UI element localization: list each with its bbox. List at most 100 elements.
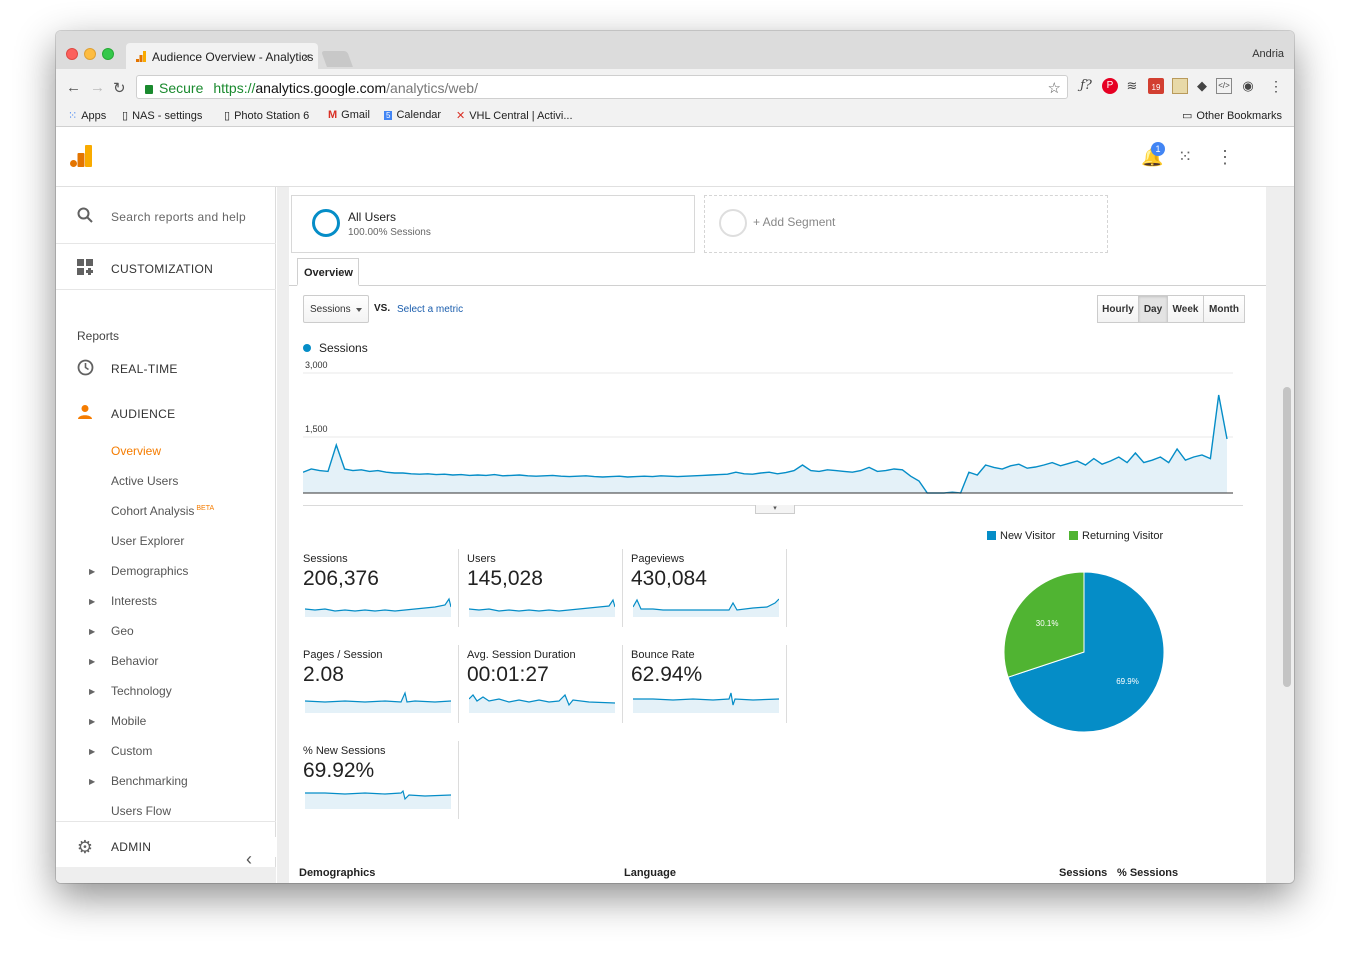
expand-arrow-icon[interactable]: ▶ bbox=[89, 567, 96, 576]
sidebar-item-demographics[interactable]: Demographics bbox=[111, 564, 189, 578]
close-window-button[interactable] bbox=[66, 48, 78, 60]
sidebar-item-realtime[interactable]: REAL-TIME bbox=[56, 359, 276, 379]
sessions-header[interactable]: Sessions bbox=[1059, 867, 1108, 879]
sidebar-item-user-explorer[interactable]: User Explorer bbox=[111, 534, 185, 548]
visitor-pie-chart[interactable]: 69.9% 30.1% bbox=[989, 557, 1179, 747]
sidebar-item-behavior[interactable]: Behavior bbox=[111, 654, 159, 668]
code-extension-icon[interactable]: </> bbox=[1216, 78, 1232, 94]
granularity-hourly[interactable]: Hourly bbox=[1097, 295, 1139, 323]
formula-extension-icon[interactable]: ƒ? bbox=[1080, 78, 1092, 93]
bookmark-photo-station[interactable]: ▯ Photo Station 6 bbox=[224, 109, 309, 122]
bookmark-star-icon[interactable]: ☆ bbox=[1047, 80, 1061, 97]
forward-arrow-icon[interactable]: → bbox=[90, 79, 105, 96]
maximize-window-button[interactable] bbox=[102, 48, 114, 60]
calendar-extension-icon[interactable]: 19 bbox=[1148, 78, 1164, 94]
tab-divider bbox=[289, 285, 1266, 286]
metric-tile[interactable]: Avg. Session Duration 00:01:27 bbox=[467, 645, 623, 723]
clock-icon bbox=[76, 359, 94, 377]
browser-tab[interactable]: Audience Overview - Analytics × bbox=[126, 43, 318, 69]
beta-badge: BETA bbox=[196, 505, 215, 512]
evernote-icon[interactable]: ◆ bbox=[1197, 78, 1207, 93]
camera-icon[interactable]: ◉ bbox=[1242, 78, 1254, 93]
granularity-month[interactable]: Month bbox=[1203, 295, 1245, 323]
select-metric-link[interactable]: Select a metric bbox=[397, 304, 464, 315]
address-bar[interactable]: Secure https://analytics.google.com/analy… bbox=[136, 75, 1068, 99]
expand-arrow-icon[interactable]: ▶ bbox=[89, 687, 96, 696]
y-tick-label: 3,000 bbox=[305, 360, 328, 370]
expand-arrow-icon[interactable]: ▶ bbox=[89, 717, 96, 726]
search-reports[interactable]: Search reports and help bbox=[56, 207, 276, 227]
sparkline bbox=[469, 693, 615, 713]
bookmark-gmail[interactable]: M Gmail bbox=[328, 109, 370, 121]
buffer-icon[interactable]: ≋ bbox=[1126, 78, 1138, 93]
sidebar-item-admin[interactable]: ⚙ ADMIN bbox=[56, 837, 276, 857]
apps-grid-icon[interactable]: ⁙ bbox=[1178, 147, 1193, 166]
sidebar-item-customization[interactable]: CUSTOMIZATION bbox=[56, 259, 276, 279]
minimize-window-button[interactable] bbox=[84, 48, 96, 60]
vs-label: VS. bbox=[374, 303, 391, 314]
expand-arrow-icon[interactable]: ▶ bbox=[89, 777, 96, 786]
sidebar-item-users-flow[interactable]: Users Flow bbox=[111, 804, 172, 818]
sidebar-item-custom[interactable]: Custom bbox=[111, 744, 153, 758]
bookmark-apps[interactable]: ⁙ Apps bbox=[68, 109, 106, 122]
back-arrow-icon[interactable]: ← bbox=[66, 79, 81, 96]
bookmark-nas[interactable]: ▯ NAS - settings bbox=[122, 109, 202, 122]
search-input[interactable]: Search reports and help bbox=[111, 210, 246, 224]
bookmark-calendar[interactable]: 5 Calendar bbox=[384, 109, 441, 121]
metric-tile[interactable]: Pages / Session 2.08 bbox=[303, 645, 459, 723]
chrome-menu-icon[interactable]: ⋮ bbox=[1269, 78, 1283, 94]
analytics-favicon-icon bbox=[136, 51, 146, 62]
expand-arrow-icon[interactable]: ▶ bbox=[89, 597, 96, 606]
sidebar-item-cohort-analysis[interactable]: Cohort Analysis BETA bbox=[111, 504, 214, 518]
legend-label: Returning Visitor bbox=[1082, 530, 1164, 542]
sidebar-item-interests[interactable]: Interests bbox=[111, 594, 158, 608]
expand-arrow-icon[interactable]: ▶ bbox=[89, 747, 96, 756]
tab-close-icon[interactable]: × bbox=[302, 50, 310, 64]
sidebar-item-geo[interactable]: Geo bbox=[111, 624, 134, 638]
pie-slice-returning-visitor[interactable] bbox=[1003, 571, 1085, 678]
metric-label: Pageviews bbox=[631, 553, 685, 565]
image-extension-icon[interactable] bbox=[1172, 78, 1188, 94]
metric-tile[interactable]: Sessions 206,376 bbox=[303, 549, 459, 627]
sidebar-item-overview[interactable]: Overview bbox=[111, 444, 162, 458]
pinterest-icon[interactable]: P bbox=[1102, 78, 1118, 94]
expand-arrow-icon[interactable]: ▶ bbox=[89, 657, 96, 666]
metric-label: Pages / Session bbox=[303, 649, 383, 661]
metric-tile[interactable]: Users 145,028 bbox=[467, 549, 623, 627]
new-tab-button[interactable] bbox=[321, 51, 353, 67]
expand-arrow-icon[interactable]: ▶ bbox=[89, 627, 96, 636]
analytics-logo-icon[interactable] bbox=[70, 145, 92, 167]
sidebar-item-mobile[interactable]: Mobile bbox=[111, 714, 147, 728]
chart-expand-handle[interactable]: ▾ bbox=[755, 505, 795, 514]
more-vert-icon[interactable]: ⋮ bbox=[1216, 147, 1234, 167]
sidebar-item-benchmarking[interactable]: Benchmarking bbox=[111, 774, 188, 788]
metric-tile[interactable]: % New Sessions 69.92% bbox=[303, 741, 459, 819]
add-segment-button[interactable]: + Add Segment bbox=[704, 195, 1108, 253]
collapse-sidebar-icon[interactable]: ‹ bbox=[246, 849, 252, 869]
bookmark-vhl[interactable]: ✕ VHL Central | Activi... bbox=[456, 109, 573, 122]
tab-overview[interactable]: Overview bbox=[297, 258, 359, 286]
bookmark-label: Apps bbox=[81, 110, 107, 122]
sessions-line-chart[interactable]: 3,000 1,500 bbox=[303, 357, 1233, 497]
divider bbox=[56, 821, 276, 822]
pie-slice-new-visitor[interactable] bbox=[1007, 571, 1165, 733]
granularity-day[interactable]: Day bbox=[1138, 295, 1168, 323]
sidebar-item-technology[interactable]: Technology bbox=[111, 684, 172, 698]
notification-badge: 1 bbox=[1151, 142, 1165, 156]
segment-title: All Users bbox=[348, 210, 397, 224]
profile-name[interactable]: Andria bbox=[1252, 48, 1284, 60]
bookmarks-bar: ⁙ Apps ▯ NAS - settings ▯ Photo Station 6 M… bbox=[56, 105, 1294, 127]
sidebar-item-active-users[interactable]: Active Users bbox=[111, 474, 179, 488]
legend-returning-visitor: Returning Visitor bbox=[1069, 530, 1163, 542]
metric-dropdown[interactable]: Sessions bbox=[303, 295, 369, 323]
metric-tile[interactable]: Bounce Rate 62.94% bbox=[631, 645, 787, 723]
page-scrollbar[interactable] bbox=[1283, 387, 1291, 687]
reload-icon[interactable]: ↻ bbox=[113, 80, 126, 97]
metric-value: 69.92% bbox=[303, 759, 375, 782]
metric-tile[interactable]: Pageviews 430,084 bbox=[631, 549, 787, 627]
sidebar-item-audience[interactable]: AUDIENCE bbox=[56, 404, 276, 424]
other-bookmarks[interactable]: ▭ Other Bookmarks bbox=[1182, 109, 1282, 122]
granularity-week[interactable]: Week bbox=[1167, 295, 1204, 323]
segment-all-users[interactable]: All Users 100.00% Sessions bbox=[291, 195, 695, 253]
percent-sessions-header[interactable]: % Sessions bbox=[1117, 867, 1179, 879]
